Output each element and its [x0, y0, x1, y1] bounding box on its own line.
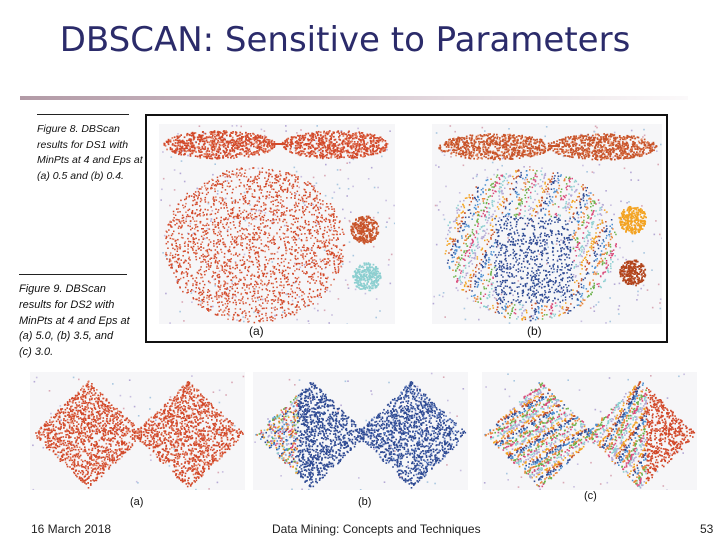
figure9-panels: [30, 372, 700, 492]
figure9-panel-c-plot: [483, 373, 696, 490]
figure9-caption-line: results for DS2 with: [19, 298, 115, 311]
title-divider: [20, 96, 688, 100]
slide-title: DBSCAN: Sensitive to Parameters: [59, 20, 631, 60]
figure8-caption-line: results for DS1 with: [37, 138, 129, 151]
figure8-caption-rule: [37, 114, 129, 115]
figure8-panel-b-plot: [432, 125, 662, 324]
figure8-label-a: (a): [249, 324, 264, 338]
figure9-panel-c: [482, 372, 697, 490]
figure9-caption: Figure 9. DBScan results for DS2 with Mi…: [19, 282, 139, 361]
figure8-frame: (a) (b): [145, 114, 668, 343]
figure8-caption-line: Figure 8. DBScan: [37, 123, 120, 135]
figure9-label-b: (b): [358, 496, 372, 508]
figure9-panel-a-plot: [32, 375, 245, 490]
figure8-panel-a-plot: [160, 124, 395, 324]
figure9-caption-line: (c) 3.0.: [19, 346, 54, 359]
figure9-panel-b-plot: [254, 372, 467, 490]
figure9-caption-line: Figure 9. DBScan: [19, 283, 106, 295]
figure9-panel-a: [30, 372, 245, 490]
figure8-panel-b: [432, 124, 662, 324]
figure8-caption: Figure 8. DBScan results for DS1 with Mi…: [37, 122, 147, 184]
footer-title: Data Mining: Concepts and Techniques: [272, 522, 481, 536]
figure8-label-b: (b): [527, 324, 542, 338]
footer-date: 16 March 2018: [31, 522, 112, 536]
figure8-panel-a: [159, 124, 395, 324]
figure9-label-a: (a): [130, 496, 144, 508]
figure9-caption-line: MinPts at 4 and Eps at: [19, 314, 130, 327]
figure9-panel-b: [253, 372, 468, 490]
figure8-caption-line: (a) 0.5 and (b) 0.4.: [37, 169, 124, 182]
page-number: 53: [700, 522, 714, 536]
figure9-caption-line: (a) 5.0, (b) 3.5, and: [19, 330, 114, 343]
figure8-caption-line: MinPts at 4 and Eps at: [37, 154, 143, 166]
figure9-caption-rule: [19, 274, 127, 275]
figure9-label-c: (c): [584, 490, 597, 502]
